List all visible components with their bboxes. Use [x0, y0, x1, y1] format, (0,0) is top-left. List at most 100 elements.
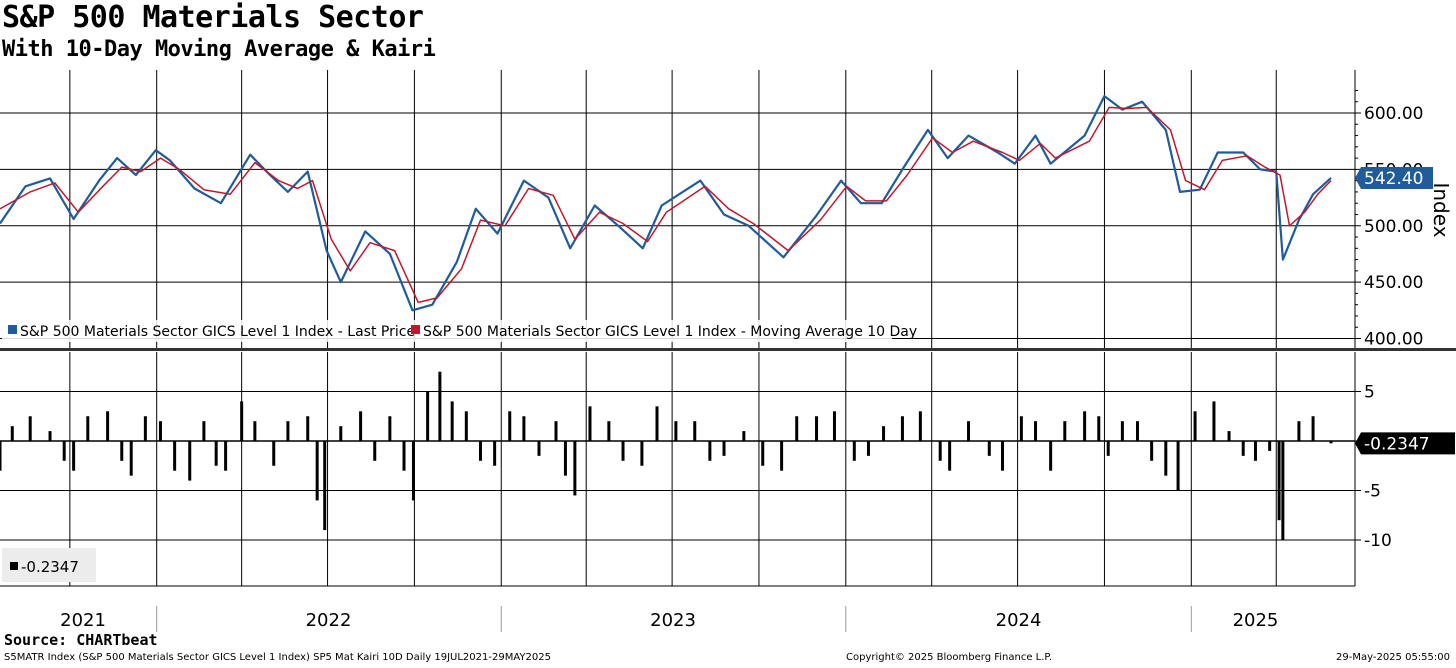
kairi-bar: [693, 421, 697, 441]
kairi-bar: [1281, 441, 1285, 540]
kairi-bar: [478, 441, 482, 461]
kairi-bar: [224, 441, 228, 471]
kairi-bar: [708, 441, 712, 461]
kairi-bar: [1277, 441, 1281, 521]
kairi-bar: [86, 416, 90, 441]
kairi-bar: [120, 441, 124, 461]
legend-label-ma: S&P 500 Materials Sector GICS Level 1 In…: [423, 324, 917, 340]
kairi-bar: [655, 406, 659, 441]
timestamp: 29-May-2025 05:55:00: [1336, 652, 1450, 663]
source-note: Source: CHARTbeat: [4, 631, 158, 649]
last-price-badge: [1355, 166, 1433, 189]
kairi-bar: [1063, 421, 1067, 441]
kairi-bar: [48, 431, 52, 441]
kairi-bar: [674, 421, 678, 441]
kairi-bar: [388, 416, 392, 441]
kairi-bar: [10, 426, 14, 441]
kairi-bar: [1164, 441, 1168, 476]
kairi-bar: [339, 426, 343, 441]
kairi-bar: [882, 426, 886, 441]
legend-label-price: S&P 500 Materials Sector GICS Level 1 In…: [20, 324, 415, 340]
moving-average-line: [0, 106, 1332, 304]
kairi-bar: [1106, 441, 1110, 456]
kairi-bar: [522, 416, 526, 441]
kairi-bar: [1049, 441, 1053, 471]
kairi-bar: [306, 416, 310, 441]
last-kairi-badge: [1355, 432, 1455, 455]
kairi-bar: [563, 441, 567, 476]
y-tick-label: 450.00: [1364, 273, 1423, 293]
kairi-bar: [72, 441, 76, 471]
y-axis-title: Index: [1429, 182, 1453, 237]
kairi-bar: [918, 411, 922, 441]
x-tick-label-year: 2023: [650, 610, 696, 631]
kairi-bar: [621, 441, 625, 461]
kairi-bar: [62, 441, 66, 461]
kairi-bar: [315, 441, 319, 501]
legend-swatch-price: [8, 325, 17, 334]
kairi-bar: [1176, 441, 1180, 491]
kairi-bar: [573, 441, 577, 496]
kairi-bar: [253, 421, 257, 441]
kairi-bar: [493, 441, 497, 466]
kairi-bar: [402, 441, 406, 471]
kairi-bar: [1097, 416, 1101, 441]
kairi-bar: [948, 441, 952, 471]
last-price-label: 542.40: [1364, 169, 1423, 189]
kairi-bar: [554, 421, 558, 441]
kairi-bar: [28, 416, 32, 441]
kairi-bar: [1253, 441, 1257, 461]
kairi-bar: [373, 441, 377, 461]
legend-swatch-ma: [411, 325, 420, 334]
kairi-bar: [1034, 421, 1038, 441]
kairi-bar: [832, 411, 836, 441]
y-tick-label: 500.00: [1364, 217, 1423, 237]
kairi-bar: [607, 421, 611, 441]
legend-label-kairi: -0.2347: [21, 558, 79, 576]
kairi-bar: [214, 441, 218, 466]
x-tick-label-year: 2024: [996, 610, 1042, 631]
x-tick-label-year: 2021: [60, 610, 106, 631]
kairi-bar: [938, 441, 942, 461]
kairi-bar: [1227, 431, 1231, 441]
kairi-bar: [640, 441, 644, 466]
kairi-bar: [411, 441, 415, 501]
chart-subtitle: With 10-Day Moving Average & Kairi: [2, 37, 436, 62]
x-tick-label-year: 2022: [306, 610, 352, 631]
kairi-bar: [464, 411, 468, 441]
kairi-bar: [359, 411, 363, 441]
kairi-bar: [202, 421, 206, 441]
y-tick-label: 5: [1364, 383, 1375, 403]
kairi-bar: [900, 416, 904, 441]
kairi-bar: [129, 441, 133, 476]
y-tick-label: 600.00: [1364, 104, 1423, 124]
kairi-bar: [537, 441, 541, 456]
kairi-bar: [1019, 416, 1023, 441]
legend-background: [2, 320, 892, 342]
kairi-bar: [780, 441, 784, 471]
kairi-bar: [240, 401, 244, 441]
kairi-bar: [272, 441, 276, 466]
kairi-bar: [815, 416, 819, 441]
kairi-bar: [722, 441, 726, 456]
x-tick-label-year: 2025: [1233, 610, 1279, 631]
kairi-bar: [158, 421, 162, 441]
y-tick-label: 400.00: [1364, 330, 1423, 350]
kairi-bar: [450, 401, 454, 441]
kairi-bar: [1212, 401, 1216, 441]
kairi-bar: [188, 441, 192, 481]
kairi-bar: [987, 441, 991, 456]
y-tick-label: -5: [1364, 482, 1381, 502]
kairi-bar: [1000, 441, 1004, 471]
kairi-bar: [742, 431, 746, 441]
kairi-bar: [1241, 441, 1245, 456]
kairi-bar: [1135, 421, 1139, 441]
last-kairi-label: -0.2347: [1364, 434, 1430, 454]
kairi-bar: [323, 441, 327, 531]
kairi-bar: [106, 411, 110, 441]
kairi-bar: [143, 416, 147, 441]
price-line: [0, 95, 1332, 312]
kairi-bar: [426, 391, 430, 441]
kairi-bar: [286, 421, 290, 441]
